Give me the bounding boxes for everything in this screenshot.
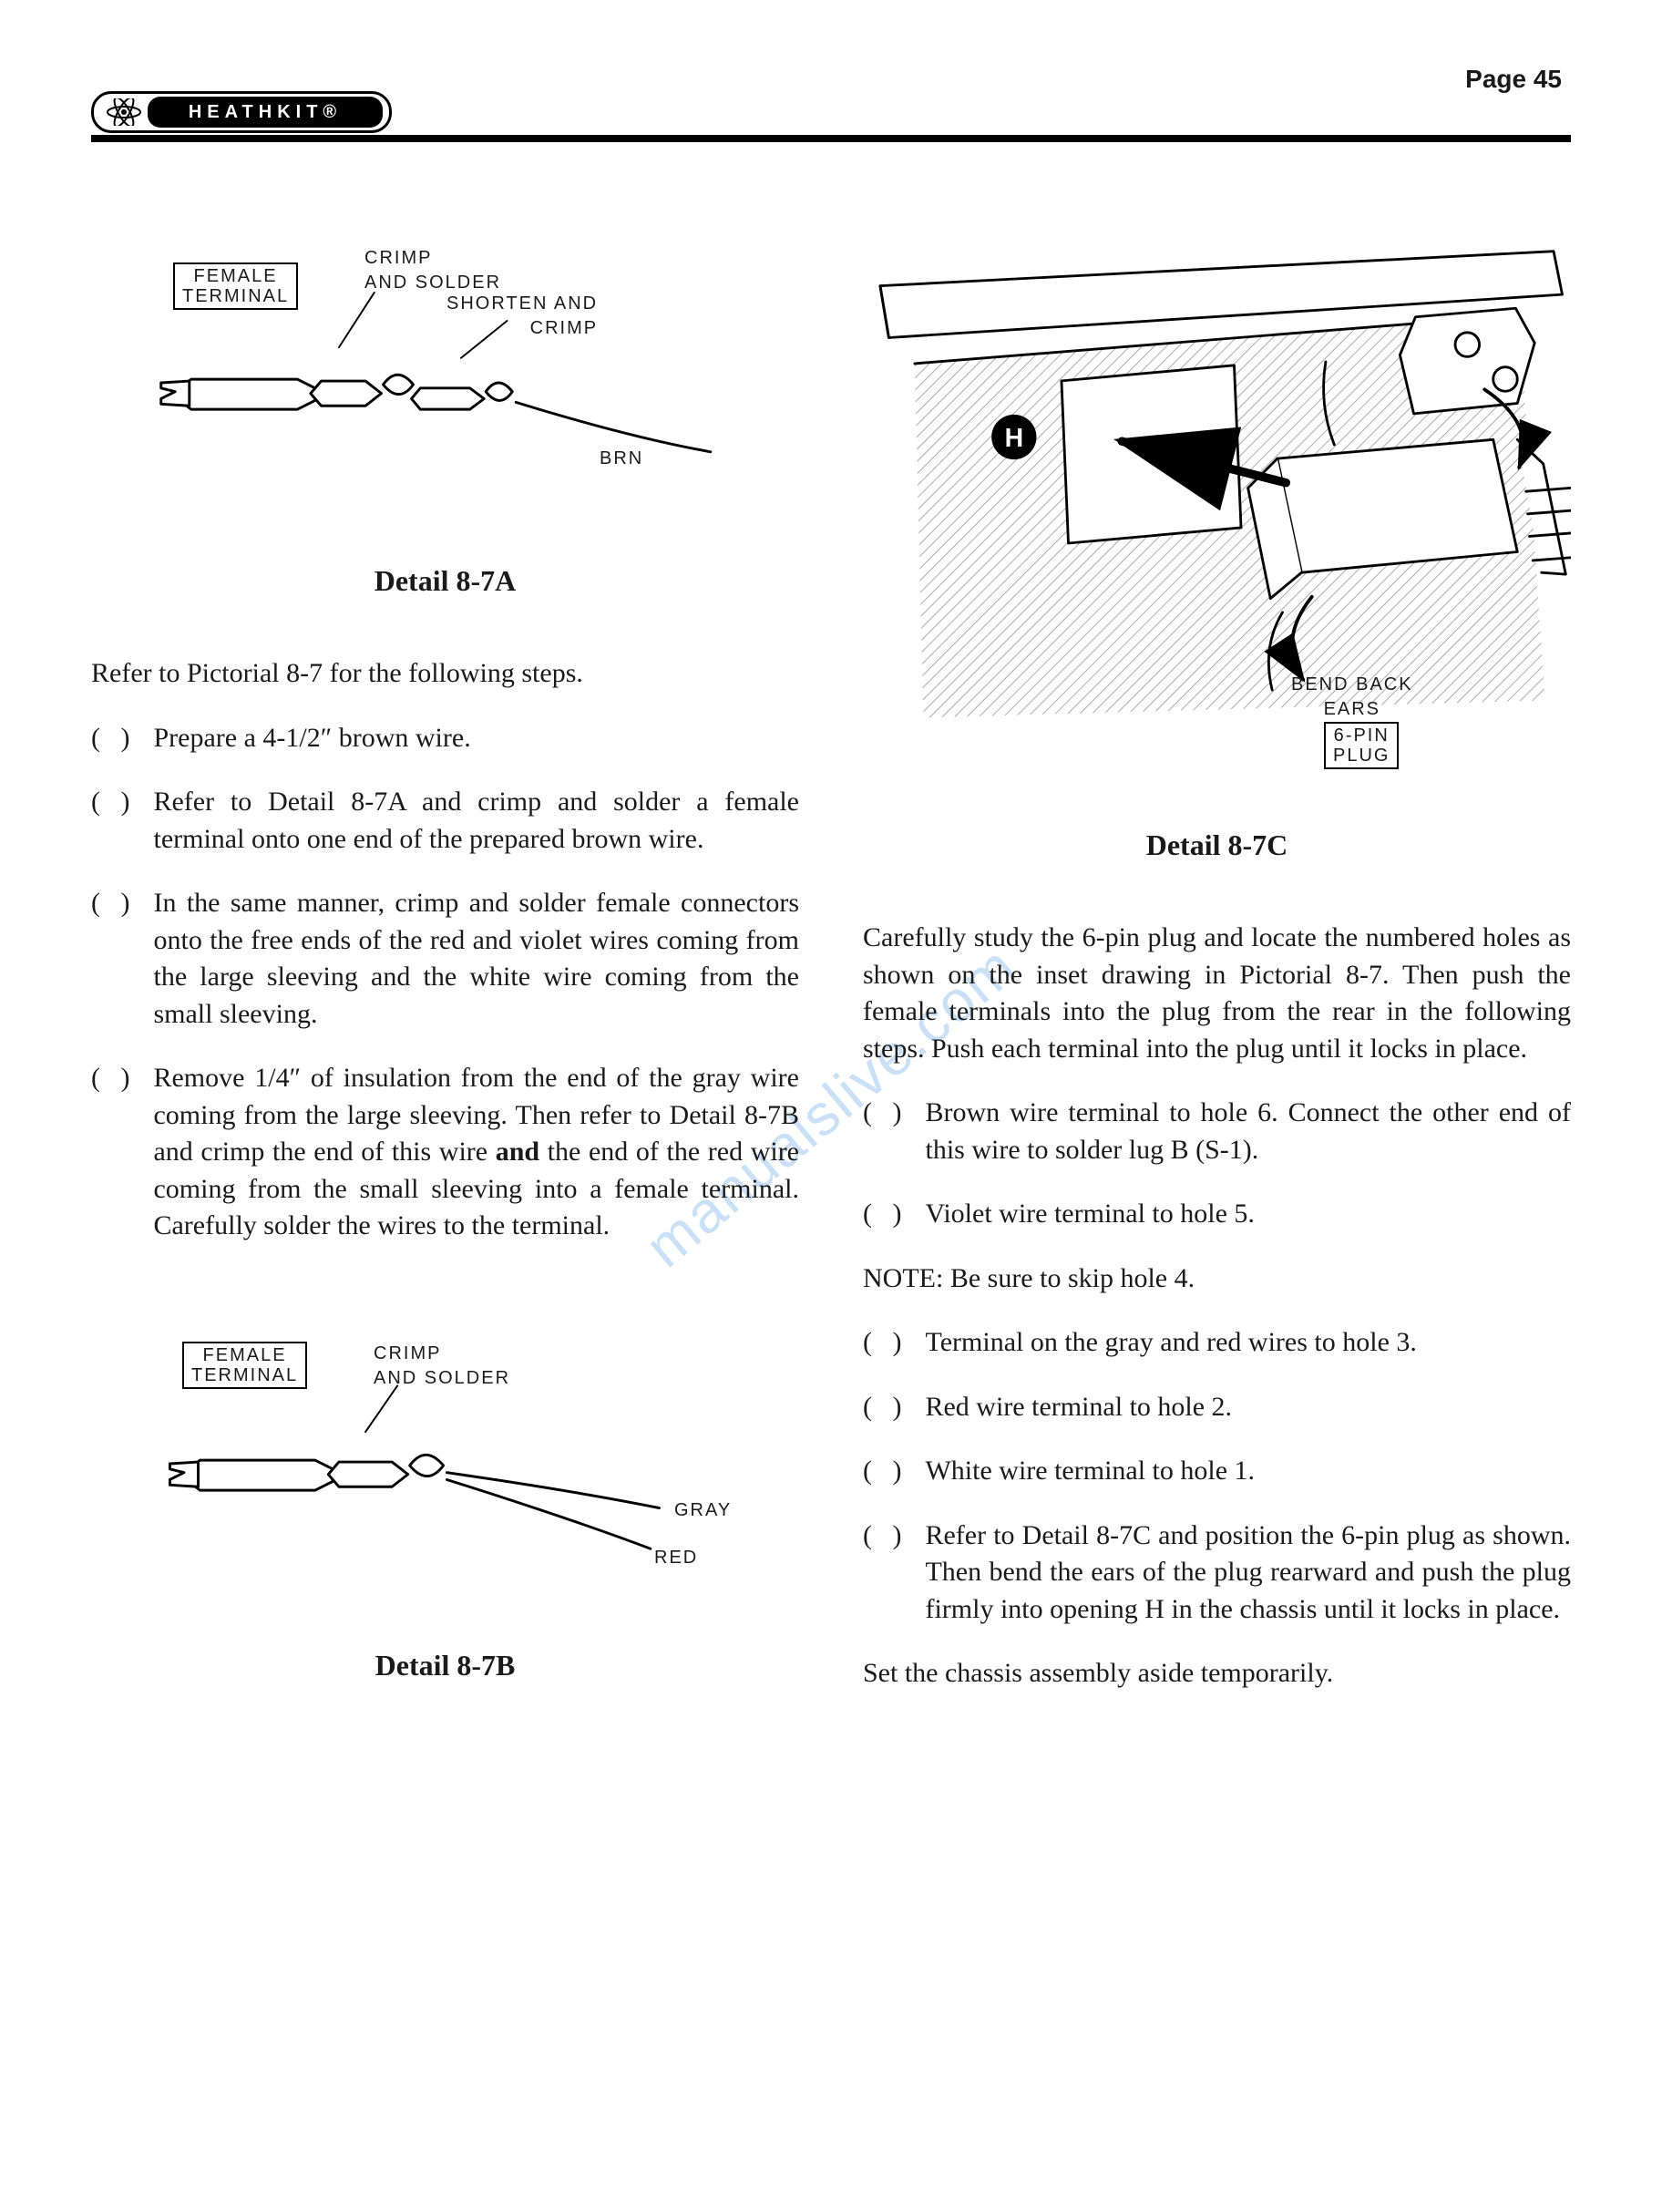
right-step-a1-text: Brown wire terminal to hole 6. Connect t… <box>925 1095 1571 1168</box>
figure-8-7c-svg: H <box>863 219 1571 802</box>
label-shorten-crimp-7a: SHORTEN AND CRIMP <box>446 292 598 341</box>
left-step-1-text: Prepare a 4-1/2″ brown wire. <box>153 720 799 757</box>
right-step-b3-text: White wire terminal to hole 1. <box>925 1453 1571 1490</box>
label-gray-7b: GRAY <box>674 1498 732 1523</box>
label-red-7b: RED <box>654 1546 698 1570</box>
checkbox-icon: ( ) <box>863 1196 901 1233</box>
checkbox-icon: ( ) <box>91 1060 129 1245</box>
page-number: Page 45 <box>1465 62 1562 97</box>
left-step-3-text: In the same manner, crimp and solder fem… <box>153 885 799 1033</box>
right-step-b2: ( ) Red wire terminal to hole 2. <box>863 1389 1571 1426</box>
brand-badge: HEATHKIT® <box>91 91 392 133</box>
caption-8-7c: Detail 8-7C <box>863 826 1571 865</box>
right-step-b4-text: Refer to Detail 8-7C and position the 6-… <box>925 1518 1571 1629</box>
right-steps-a: ( ) Brown wire terminal to hole 6. Conne… <box>863 1095 1571 1233</box>
label-female-terminal-7b: FEMALE TERMINAL <box>182 1342 307 1389</box>
left-intro: Refer to Pictorial 8-7 for the following… <box>91 655 799 693</box>
figure-8-7c: H BEND BACK EARS 6-PIN PLUG <box>863 219 1571 802</box>
checkbox-icon: ( ) <box>863 1518 901 1629</box>
checkbox-icon: ( ) <box>91 885 129 1033</box>
left-step-2-text: Refer to Detail 8-7A and crimp and solde… <box>153 784 799 858</box>
right-step-a1: ( ) Brown wire terminal to hole 6. Conne… <box>863 1095 1571 1168</box>
right-step-b3: ( ) White wire terminal to hole 1. <box>863 1453 1571 1490</box>
label-crimp-solder-7b: CRIMP AND SOLDER <box>374 1342 510 1391</box>
left-step-4: ( ) Remove 1/4″ of insulation from the e… <box>91 1060 799 1245</box>
left-step-1: ( ) Prepare a 4-1/2″ brown wire. <box>91 720 799 757</box>
content-columns: FEMALE TERMINAL CRIMP AND SOLDER SHORTEN… <box>91 219 1571 2103</box>
right-step-a2: ( ) Violet wire terminal to hole 5. <box>863 1196 1571 1233</box>
label-6pin-plug: 6-PIN PLUG <box>1324 722 1399 769</box>
checkbox-icon: ( ) <box>91 784 129 858</box>
checkbox-icon: ( ) <box>91 720 129 757</box>
checkbox-icon: ( ) <box>863 1453 901 1490</box>
checkbox-icon: ( ) <box>863 1324 901 1362</box>
figure-8-7b: FEMALE TERMINAL CRIMP AND SOLDER GRAY RE… <box>91 1318 799 1610</box>
right-step-b2-text: Red wire terminal to hole 2. <box>925 1389 1571 1426</box>
right-intro: Carefully study the 6-pin plug and locat… <box>863 920 1571 1067</box>
caption-8-7b: Detail 8-7B <box>91 1646 799 1685</box>
right-step-b1-text: Terminal on the gray and red wires to ho… <box>925 1324 1571 1362</box>
left-step-3: ( ) In the same manner, crimp and solder… <box>91 885 799 1033</box>
left-step-2: ( ) Refer to Detail 8-7A and crimp and s… <box>91 784 799 858</box>
left-steps: ( ) Prepare a 4-1/2″ brown wire. ( ) Ref… <box>91 720 799 1245</box>
right-steps-b: ( ) Terminal on the gray and red wires t… <box>863 1324 1571 1628</box>
page: Page 45 HEATHKIT® manualslive.com <box>0 0 1662 2212</box>
atom-icon <box>106 98 142 126</box>
closing: Set the chassis assembly aside temporari… <box>863 1655 1571 1692</box>
note-skip-hole-4: NOTE: Be sure to skip hole 4. <box>863 1260 1571 1298</box>
left-column: FEMALE TERMINAL CRIMP AND SOLDER SHORTEN… <box>91 219 799 2103</box>
header-rule <box>91 135 1571 142</box>
checkbox-icon: ( ) <box>863 1095 901 1168</box>
label-bend-back-ears: BEND BACK EARS <box>1291 673 1413 722</box>
label-crimp-solder-7a: CRIMP AND SOLDER <box>364 246 501 295</box>
figure-8-7a: FEMALE TERMINAL CRIMP AND SOLDER SHORTEN… <box>91 228 799 538</box>
marker-h-text: H <box>1005 424 1024 453</box>
left-step-4-text: Remove 1/4″ of insulation from the end o… <box>153 1060 799 1245</box>
right-step-a2-text: Violet wire terminal to hole 5. <box>925 1196 1571 1233</box>
label-female-terminal-7a: FEMALE TERMINAL <box>173 262 298 310</box>
checkbox-icon: ( ) <box>863 1389 901 1426</box>
right-step-b4: ( ) Refer to Detail 8-7C and position th… <box>863 1518 1571 1629</box>
caption-8-7a: Detail 8-7A <box>91 561 799 601</box>
right-step-b1: ( ) Terminal on the gray and red wires t… <box>863 1324 1571 1362</box>
label-brn-7a: BRN <box>600 447 643 471</box>
brand-badge-text: HEATHKIT® <box>148 97 383 128</box>
right-column: H BEND BACK EARS 6-PIN PLUG Detail 8-7C … <box>863 219 1571 2103</box>
